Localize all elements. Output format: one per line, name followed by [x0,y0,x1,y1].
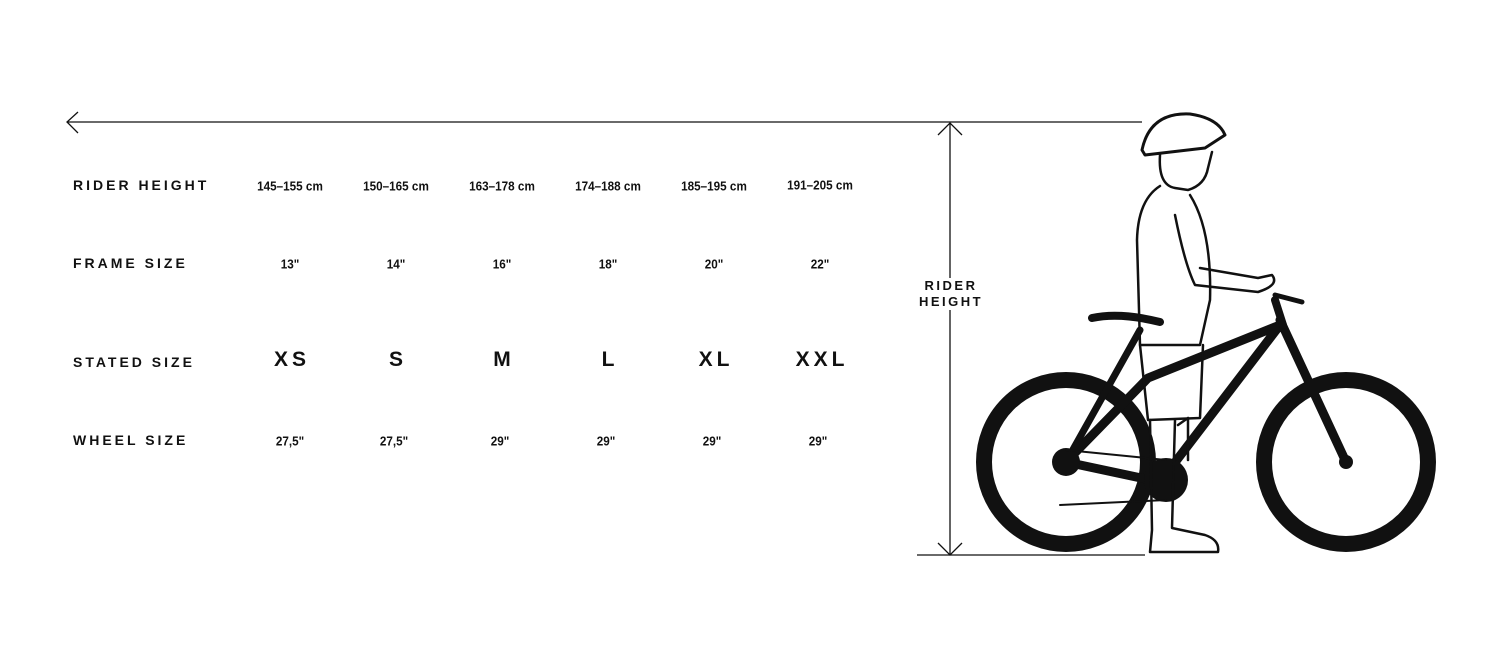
stated-size-xs: XS [273,348,310,371]
stated-size-s: S [388,348,407,371]
rider-height-label-line1: RIDER [924,278,978,293]
wheel-size-l: 29" [596,433,616,449]
frame-size-xl: 20" [704,256,724,272]
frame-size-xxl: 22" [810,256,830,272]
frame-size-l: 18" [598,256,618,272]
frame-size-m: 16" [492,256,512,272]
rider-height-xs: 145–155 cm [257,178,323,194]
frame-size-xs: 13" [280,256,300,272]
height-dimension-line [917,122,1145,556]
wheel-size-xs: 27,5" [275,433,305,449]
width-arrow [66,111,1142,134]
rider-height-label: RIDER HEIGHT [900,278,1002,310]
rider-height-s: 150–165 cm [363,178,429,194]
rider-height-xxl: 191–205 cm [787,177,853,193]
rider-height-l: 174–188 cm [575,178,641,194]
wheel-size-s: 27,5" [379,433,409,449]
stated-size-xxl: XXL [795,348,849,371]
stated-size-m: M [493,348,515,371]
stated-size-xl: XL [698,348,734,371]
row-label-frame-size: FRAME SIZE [73,255,188,271]
row-label-rider-height: RIDER HEIGHT [73,177,210,193]
stated-size-l: L [601,348,619,371]
frame-size-s: 14" [386,256,406,272]
rider-height-xl: 185–195 cm [681,178,747,194]
row-label-stated-size: STATED SIZE [73,354,195,370]
rider-with-bike-icon [976,112,1436,554]
wheel-size-xxl: 29" [808,433,828,449]
row-label-wheel-size: WHEEL SIZE [73,432,189,448]
rider-height-label-line2: HEIGHT [918,294,984,309]
rider-height-m: 163–178 cm [469,178,535,194]
wheel-size-m: 29" [490,433,510,449]
wheel-size-xl: 29" [702,433,722,449]
